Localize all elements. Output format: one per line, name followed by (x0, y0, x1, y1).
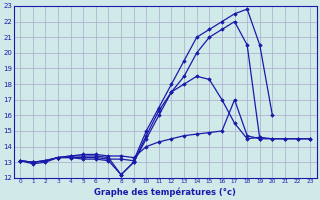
X-axis label: Graphe des températures (°c): Graphe des températures (°c) (94, 187, 236, 197)
